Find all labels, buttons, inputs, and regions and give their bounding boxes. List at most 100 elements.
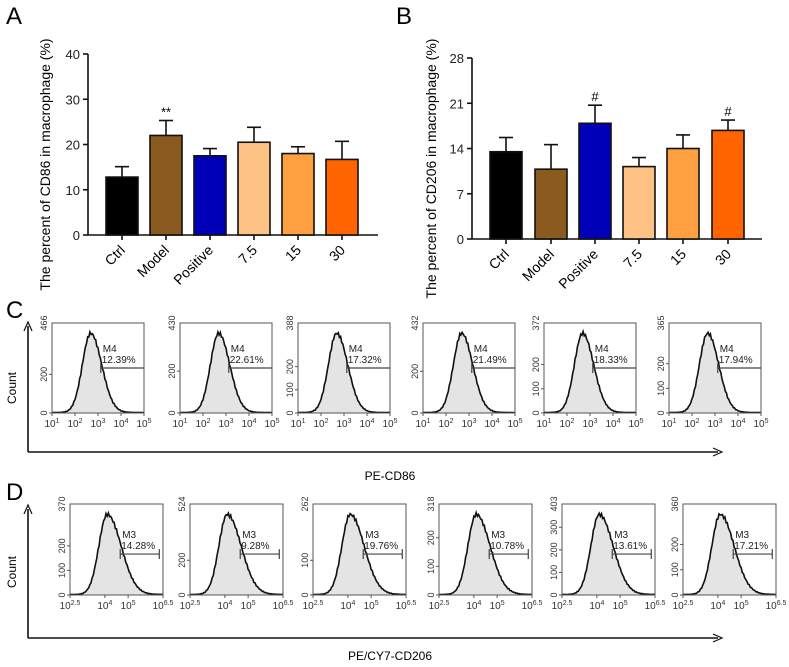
y-tick-label: 200: [426, 530, 436, 545]
x-tick-label: 30: [712, 246, 734, 268]
gate-name: M3: [614, 530, 628, 541]
x-tick-label: 104: [589, 600, 604, 612]
y-tick-label: 20: [66, 138, 80, 153]
x-tick-label: 104: [466, 600, 481, 612]
y-max-label: 388: [285, 315, 295, 330]
bar-15: [666, 147, 700, 240]
y-tick-label: 0: [177, 592, 187, 597]
x-tick-label: 30: [326, 242, 348, 264]
significance-mark: #: [591, 89, 599, 104]
y-tick-label: 200: [531, 357, 541, 372]
x-tick-label: 103: [582, 418, 597, 430]
x-tick-label: 104: [710, 600, 725, 612]
count-label: Count: [5, 371, 19, 404]
y-tick-label: 30: [66, 92, 80, 107]
x-tick-label: 101: [536, 418, 551, 430]
bar-30: [711, 129, 745, 240]
histogram-fill: [70, 513, 163, 595]
histogram-curve: [312, 512, 407, 596]
y-tick-label: 200: [39, 367, 49, 382]
histogram-curve: [189, 510, 283, 596]
x-tick-label: 105: [490, 600, 505, 612]
x-tick-label: 105: [264, 418, 279, 430]
y-tick-label: 100: [531, 381, 541, 396]
histogram-frame: [682, 503, 777, 596]
gate-name: M3: [365, 530, 379, 541]
x-tick-label: 104: [217, 600, 232, 612]
x-axis-title: PE-CD86: [365, 469, 416, 483]
panel-label-c: C: [6, 297, 23, 324]
y-max-label: 360: [670, 496, 680, 511]
x-tick-label: 105: [628, 418, 643, 430]
x-tick-label: 105: [734, 600, 749, 612]
bar-ctrl: [105, 176, 139, 236]
x-tick-label: 106.5: [522, 600, 543, 612]
x-tick-label: 101: [415, 418, 430, 430]
y-tick-label: 0: [531, 410, 541, 415]
x-tick-label: 104: [340, 600, 355, 612]
y-tick-label: 0: [670, 592, 680, 597]
y-tick-label: 300: [549, 520, 559, 535]
x-tick-label: 104: [113, 418, 128, 430]
bar-30: [325, 158, 359, 236]
histogram-curve: [297, 330, 391, 414]
significance-mark: **: [161, 105, 171, 120]
gate-percent: 9.28%: [241, 541, 269, 552]
y-tick-label: 0: [549, 592, 559, 597]
histogram-frame: [189, 503, 284, 596]
x-tick-label: 105: [613, 600, 628, 612]
histogram-frame: [438, 503, 533, 596]
significance-mark: #: [724, 104, 732, 119]
x-tick-label: 102: [67, 418, 82, 430]
x-tick-label: 102: [559, 418, 574, 430]
histogram-curve: [682, 512, 777, 596]
histogram-frame: [312, 503, 407, 596]
y-tick-label: 0: [285, 410, 295, 415]
y-max-label: 372: [531, 315, 541, 330]
bar-15: [281, 152, 315, 236]
y-max-label: 430: [167, 315, 177, 330]
y-axis-label: The percent of CD86 in macrophage (%): [37, 38, 53, 290]
x-tick-label: Ctrl: [101, 242, 128, 269]
bar-positive: [578, 122, 612, 240]
histogram-curve: [543, 328, 636, 414]
arrow-up-icon: [23, 503, 33, 515]
y-tick-label: 0: [300, 592, 310, 597]
y-tick-label: 28: [450, 51, 464, 66]
x-tick-label: Model: [519, 246, 557, 284]
histogram-fill: [180, 332, 272, 413]
x-tick-label: 103: [90, 418, 105, 430]
x-tick-label: 105: [507, 418, 522, 430]
x-tick-label: 104: [97, 600, 112, 612]
bar-model: [149, 134, 183, 236]
y-tick-label: 0: [656, 410, 666, 415]
x-tick-label: 104: [484, 418, 499, 430]
x-tick-label: Ctrl: [485, 246, 512, 273]
bar-chart-a: 0 10 20 30 40 The percent of CD86 in macropha…: [37, 38, 378, 291]
y-tick-label: 0: [457, 232, 464, 247]
gate-percent: 10.78%: [490, 541, 524, 552]
histogram-curve: [668, 330, 761, 414]
x-tick-label: 104: [241, 418, 256, 430]
histogram-fill: [298, 332, 390, 413]
bar-positive: [193, 155, 227, 236]
x-tick-label: 101: [44, 418, 59, 430]
count-label: Count: [5, 555, 19, 588]
x-tick-label: 106.5: [396, 600, 417, 612]
y-tick-label: 0: [167, 410, 177, 415]
x-tick-label: 102.5: [552, 600, 573, 612]
x-tick-label: 102.5: [303, 600, 324, 612]
y-tick-label: 200: [656, 356, 666, 371]
histogram-fill: [423, 332, 515, 413]
histogram-curve: [561, 511, 655, 596]
arrow-right-icon: [712, 447, 724, 457]
gate-name: M4: [231, 344, 245, 355]
x-tick-label: 103: [461, 418, 476, 430]
panel-label-a: A: [6, 3, 22, 30]
y-tick-label: 14: [450, 142, 464, 157]
x-tick-label: Positive: [170, 242, 216, 288]
